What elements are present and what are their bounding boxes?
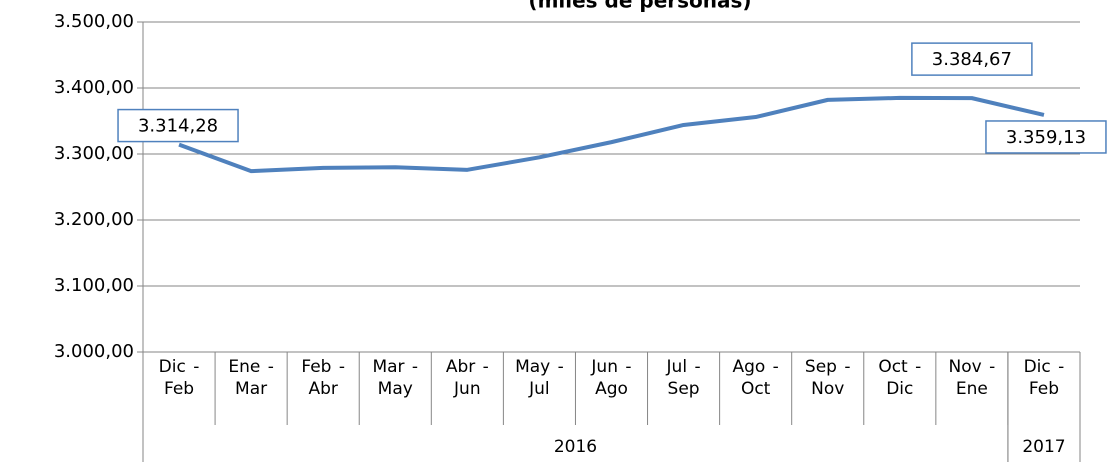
data-label-box <box>985 120 1107 154</box>
x-tick-label: Feb - Abr <box>301 357 345 399</box>
y-tick-label: 3.400,00 <box>54 77 134 98</box>
chart-title: (miles de personas) <box>528 0 751 13</box>
y-tick-label: 3.300,00 <box>54 143 134 164</box>
x-tick-label: Oct - Dic <box>878 357 922 399</box>
x-tick-label: Mar - May <box>372 357 419 399</box>
x-tick-label: Dic - Feb <box>158 357 200 399</box>
x-tick-label: Sep - Nov <box>804 357 851 399</box>
x-tick-label: Abr - Jun <box>445 357 489 399</box>
data-label: 3.384,67 <box>932 49 1012 70</box>
x-tick-label: Nov - Ene <box>948 357 996 399</box>
group-label: 2017 <box>1022 437 1066 457</box>
y-tick-label: 3.000,00 <box>54 341 134 362</box>
x-tick-label: Ago - Oct <box>732 357 779 399</box>
data-label: 3.359,13 <box>1006 127 1086 148</box>
data-label-box <box>911 42 1033 76</box>
x-tick-label: May - Jul <box>515 357 564 399</box>
x-tick-label: Dic - Feb <box>1023 357 1065 399</box>
y-tick-label: 3.200,00 <box>54 209 134 230</box>
y-tick-label: 3.100,00 <box>54 275 134 296</box>
x-tick-label: Ene - Mar <box>228 357 274 399</box>
data-label-box <box>117 108 239 143</box>
group-label: 2016 <box>553 437 598 457</box>
x-tick-label: Jun - Ago <box>591 357 632 399</box>
y-tick-label: 3.500,00 <box>54 11 134 32</box>
x-tick-label: Jul - Sep <box>666 357 701 399</box>
line-series <box>178 95 1045 174</box>
data-label: 3.314,28 <box>138 116 218 137</box>
